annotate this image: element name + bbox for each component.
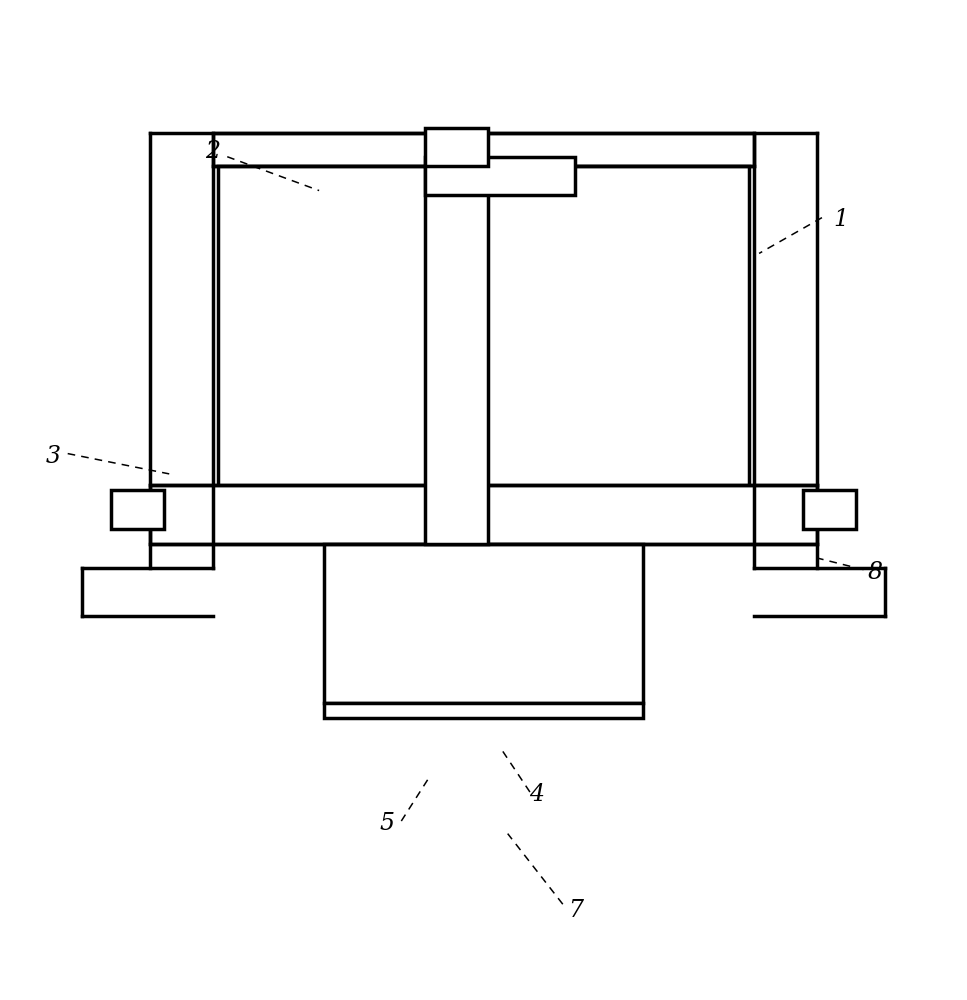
Text: 2: 2 [205, 140, 220, 163]
Bar [111, 490, 164, 529]
Bar [150, 485, 817, 544]
Bar [425, 128, 488, 166]
Bar [324, 544, 643, 703]
Bar [425, 166, 488, 544]
Bar [425, 157, 575, 195]
Text: 7: 7 [568, 899, 583, 922]
Text: 3: 3 [45, 445, 61, 468]
Bar [213, 133, 754, 166]
Text: 1: 1 [834, 208, 849, 231]
Text: 5: 5 [379, 812, 395, 835]
Bar [803, 490, 856, 529]
Bar [324, 703, 643, 718]
Text: 8: 8 [867, 561, 883, 584]
Text: 4: 4 [529, 783, 544, 806]
Bar [218, 166, 749, 490]
